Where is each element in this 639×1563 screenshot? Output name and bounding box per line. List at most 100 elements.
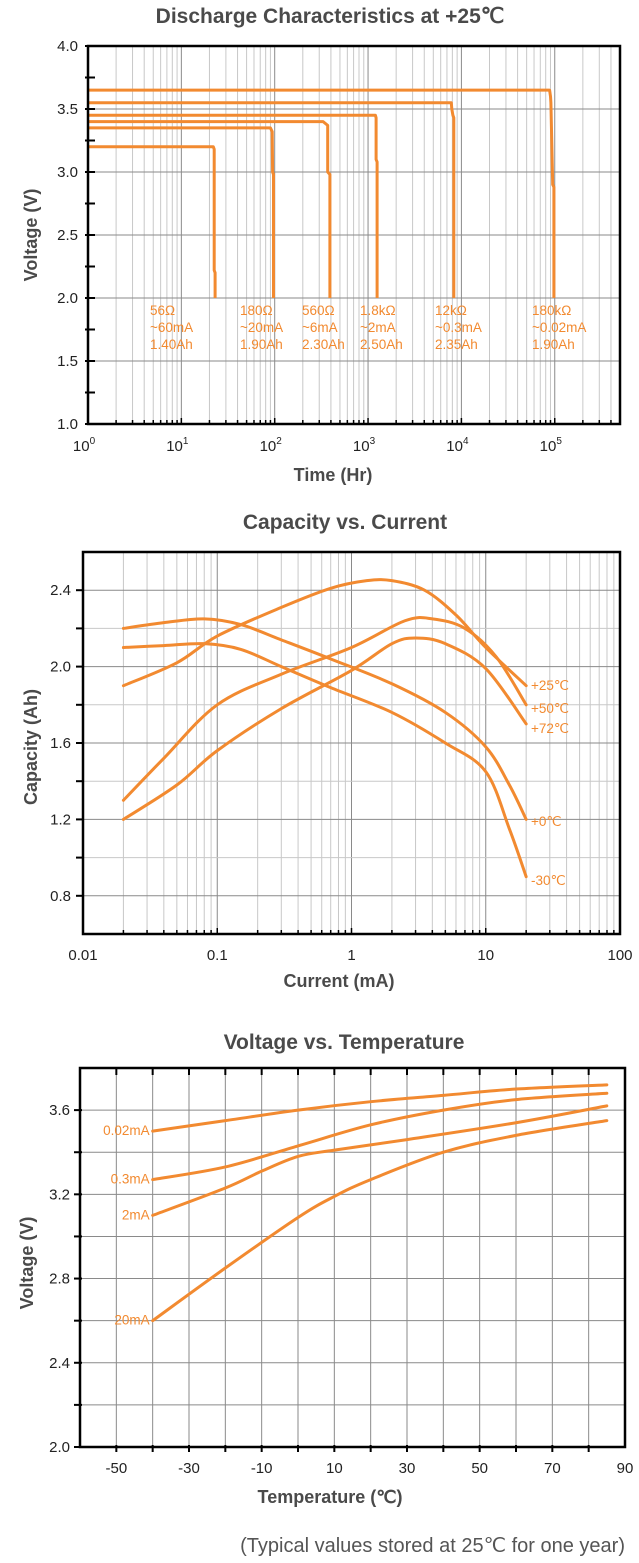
x-tick-label: 100: [73, 436, 96, 455]
series-label: +50℃: [531, 701, 569, 716]
y-tick-label: 1.6: [50, 735, 71, 752]
series-line-0: [151, 1083, 609, 1133]
voltage-temperature-chart: Voltage vs. Temperature 2.0 2.4 2.8 3.2 3.6 -…: [17, 1031, 633, 1507]
footer-note: (Typical values stored at 25℃ for one ye…: [240, 1535, 625, 1557]
x-tick-label: 102: [260, 436, 283, 455]
annotation-current: ~0.02mA: [532, 320, 586, 335]
y-tick-label: 3.5: [57, 101, 78, 118]
series-label: 20mA: [114, 1313, 149, 1328]
series-line-2: [88, 120, 332, 298]
annotation-resistance: 56Ω: [150, 303, 175, 318]
series-line-1: [121, 617, 528, 821]
x-tick-label: 50: [471, 1460, 488, 1477]
y-tick-label: 1.2: [50, 811, 71, 828]
x-axis-label: Current (mA): [284, 971, 395, 991]
y-tick-label: 2.4: [50, 582, 71, 599]
axes-frame: [74, 1066, 627, 1452]
x-tick-label: 0.01: [68, 947, 97, 964]
x-tick-label: -30: [178, 1460, 200, 1477]
x-tick-label: 70: [544, 1460, 561, 1477]
series-label: 0.02mA: [103, 1123, 150, 1138]
x-axis-label: Temperature (℃): [258, 1487, 403, 1507]
series-label: 2mA: [122, 1207, 150, 1222]
x-tick-label: 10: [326, 1460, 343, 1477]
x-tick-exponent: 2: [276, 436, 282, 447]
annotation-resistance: 1.8kΩ: [360, 303, 396, 318]
y-axis-label: Voltage (V): [17, 1217, 37, 1310]
annotation-current: ~6mA: [302, 320, 338, 335]
y-tick-label: 3.6: [49, 1102, 70, 1119]
annotation-capacity: 1.90Ah: [240, 337, 283, 352]
x-tick-exponent: 1: [183, 436, 189, 447]
discharge-chart: Discharge Characteristics at +25℃ 1.0 1.5…: [21, 5, 622, 485]
x-tick-label: 100: [607, 947, 632, 964]
annotation-capacity: 1.90Ah: [532, 337, 575, 352]
x-tick-label: 105: [540, 436, 563, 455]
series-line-5: [88, 88, 556, 298]
grid: [83, 552, 620, 934]
annotation-capacity: 2.30Ah: [302, 337, 345, 352]
annotation-current: ~20mA: [240, 320, 283, 335]
y-tick-label: 4.0: [57, 38, 78, 55]
x-tick-label: 10: [477, 947, 494, 964]
series-line-3: [151, 1119, 609, 1323]
x-tick-base: 10: [353, 438, 370, 455]
series-line-3: [121, 616, 528, 802]
annotation-current: ~2mA: [360, 320, 396, 335]
x-tick-exponent: 5: [556, 436, 562, 447]
y-tick-label: 3.2: [49, 1186, 70, 1203]
y-tick-label: 2.0: [50, 659, 71, 676]
series-group: [121, 578, 528, 879]
y-tick-label: 2.0: [49, 1439, 70, 1456]
chart-title: Capacity vs. Current: [243, 511, 447, 534]
series-line-4: [121, 636, 528, 821]
y-tick-label: 2.5: [57, 227, 78, 244]
series-label: +0℃: [531, 814, 562, 829]
series-line-2: [151, 1104, 609, 1217]
y-tick-label: 2.8: [49, 1271, 70, 1288]
chart-title: Voltage vs. Temperature: [224, 1031, 465, 1054]
series-group: [151, 1083, 609, 1323]
axes-frame: [76, 550, 622, 936]
y-tick-label: 1.0: [57, 416, 78, 433]
annotation-current: ~0.3mA: [435, 320, 482, 335]
x-tick-base: 10: [540, 438, 557, 455]
y-tick-label: 1.5: [57, 353, 78, 370]
x-tick-base: 10: [260, 438, 277, 455]
y-axis-label: Capacity (Ah): [21, 689, 41, 805]
annotation-capacity: 2.50Ah: [360, 337, 403, 352]
tick-labels: 0.8 1.2 1.6 2.0 2.4 0.01 0.1 1 10 100: [50, 582, 632, 964]
series-label: +72℃: [531, 721, 569, 736]
series-line-0: [88, 145, 217, 298]
tick-labels: 2.0 2.4 2.8 3.2 3.6 -50 -30 -10 10 30 50 70 90: [49, 1102, 633, 1477]
x-tick-label: 1: [347, 947, 355, 964]
series-line-0: [121, 578, 528, 688]
annotations: +25℃ +50℃ +72℃ +0℃ -30℃: [531, 678, 569, 888]
capacity-chart: Capacity vs. Current 0.8 1.2 1.6 2.0 2.4 0.01…: [21, 511, 633, 991]
annotation-capacity: 1.40Ah: [150, 337, 193, 352]
x-tick-label: 90: [617, 1460, 634, 1477]
x-tick-base: 10: [166, 438, 183, 455]
x-axis-label: Time (Hr): [294, 465, 373, 485]
annotation-resistance: 12kΩ: [435, 303, 467, 318]
annotations: 56Ω ~60mA 1.40Ah 180Ω ~20mA 1.90Ah 560Ω ~6mA 2.3…: [150, 303, 586, 352]
grid: [80, 1068, 625, 1447]
series-label: -30℃: [531, 873, 566, 888]
x-tick-label: 103: [353, 436, 376, 455]
x-tick-base: 10: [446, 438, 463, 455]
annotation-current: ~60mA: [150, 320, 193, 335]
series-group: [88, 88, 556, 298]
grid: [88, 46, 620, 424]
annotations: 0.02mA 0.3mA 2mA 20mA: [103, 1123, 150, 1328]
series-line-1: [151, 1091, 609, 1182]
x-tick-base: 10: [73, 438, 90, 455]
series-line-1: [88, 126, 275, 298]
y-tick-label: 3.0: [57, 164, 78, 181]
series-label: +25℃: [531, 678, 569, 693]
chart-title: Discharge Characteristics at +25℃: [156, 5, 505, 28]
x-tick-exponent: 4: [463, 436, 469, 447]
y-tick-label: 0.8: [50, 888, 71, 905]
x-tick-label: 101: [166, 436, 189, 455]
